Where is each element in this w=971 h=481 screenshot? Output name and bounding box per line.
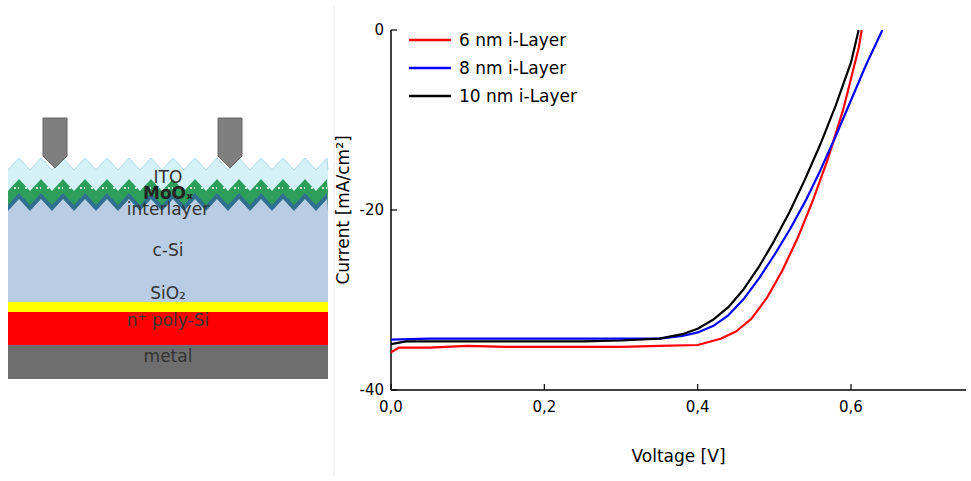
layer-metal (8, 345, 328, 379)
legend-label: 8 nm i-Layer (459, 58, 566, 78)
y-tick (391, 209, 397, 210)
layer-texture (80, 187, 85, 189)
legend-swatch (409, 67, 451, 70)
x-tick-label: 0,2 (532, 398, 556, 416)
x-tick (697, 384, 698, 390)
layer-label: interlayer (127, 199, 209, 219)
plot-area (391, 30, 882, 352)
x-tick (390, 384, 391, 390)
figure: ITOMoOₓinterlayerc-SiSiO₂n⁺ poly-Simetal… (0, 0, 971, 481)
layer-label: metal (144, 346, 193, 366)
layer-texture (102, 187, 107, 189)
layer-label: c-Si (153, 240, 184, 260)
series-line (391, 30, 882, 340)
layer-label: SiO₂ (150, 283, 186, 303)
layer-texture (256, 187, 261, 189)
legend-label: 6 nm i-Layer (459, 30, 566, 50)
y-tick-label: -20 (360, 201, 385, 219)
legend-label: 10 nm i-Layer (459, 86, 577, 106)
legend-swatch (409, 39, 451, 42)
y-tick (391, 389, 397, 390)
layer-texture (234, 187, 239, 189)
y-tick-label: 0 (374, 21, 384, 39)
x-tick-label: 0,0 (379, 398, 403, 416)
cell-diagram: ITOMoOₓinterlayerc-SiSiO₂n⁺ poly-Simetal (8, 118, 328, 379)
layer-label: n⁺ poly-Si (127, 310, 209, 330)
x-tick-label: 0,6 (839, 398, 863, 416)
layer-texture (300, 187, 305, 189)
x-axis-line (391, 389, 966, 391)
layer-texture (58, 187, 63, 189)
layer-texture (278, 187, 283, 189)
layer-texture (212, 187, 217, 189)
layer-texture (124, 187, 129, 189)
y-axis-title: Current [mA/cm²] (333, 135, 353, 284)
layer-c-si (8, 198, 328, 302)
y-tick (391, 29, 397, 30)
y-tick-label: -40 (360, 381, 385, 399)
series-line (391, 30, 859, 344)
contact-finger (43, 118, 67, 168)
x-axis-title: Voltage [V] (631, 446, 725, 466)
x-tick (850, 384, 851, 390)
x-tick-label: 0,4 (686, 398, 710, 416)
layer-texture (322, 187, 327, 189)
legend-swatch (409, 95, 451, 98)
layer-texture (36, 187, 41, 189)
chart: 0,0 0,2 0,4 0,6 -40 -20 0 Voltage [V] Current [m… (333, 21, 966, 466)
legend: 6 nm i-Layer 8 nm i-Layer 10 nm i-Layer (409, 30, 577, 106)
layer-texture (14, 187, 19, 189)
series-line (391, 30, 862, 352)
contact-finger (218, 118, 242, 168)
x-tick (544, 384, 545, 390)
